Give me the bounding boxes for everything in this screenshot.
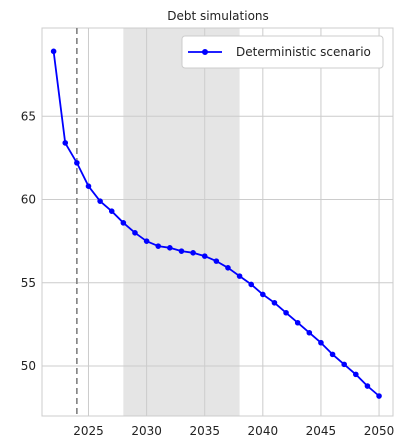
data-point-2028 bbox=[120, 220, 127, 226]
x-tick-label-2050: 2050 bbox=[364, 424, 395, 438]
x-tick-label-2025: 2025 bbox=[73, 424, 104, 438]
legend-label-deterministic: Deterministic scenario bbox=[236, 45, 371, 59]
data-point-2036 bbox=[213, 258, 220, 264]
data-point-2050 bbox=[376, 393, 382, 399]
data-point-2034 bbox=[190, 250, 196, 256]
data-point-2045 bbox=[318, 339, 324, 346]
data-point-2039 bbox=[248, 281, 255, 288]
chart-title: Debt simulations bbox=[167, 9, 269, 23]
x-tick-label-2045: 2045 bbox=[306, 424, 337, 438]
legend: Deterministic scenario bbox=[181, 35, 384, 69]
x-tick-label-2035: 2035 bbox=[189, 424, 220, 438]
data-point-2027 bbox=[108, 208, 115, 214]
data-point-2043 bbox=[294, 319, 301, 326]
data-point-2048 bbox=[353, 371, 359, 378]
data-point-2041 bbox=[271, 299, 278, 306]
data-point-2033 bbox=[178, 248, 185, 254]
data-point-2023 bbox=[62, 140, 69, 146]
plot-frame bbox=[41, 27, 394, 417]
data-point-2025 bbox=[85, 183, 92, 189]
y-tick-label-50: 50 bbox=[21, 359, 36, 373]
data-point-2026 bbox=[97, 198, 103, 204]
data-point-2022 bbox=[50, 48, 57, 55]
data-point-2037 bbox=[225, 264, 231, 271]
legend-marker-swatch bbox=[202, 49, 208, 55]
x-tick-label-2030: 2030 bbox=[131, 424, 162, 438]
data-point-2032 bbox=[167, 245, 173, 251]
data-point-2044 bbox=[306, 329, 313, 336]
shaded-region bbox=[123, 28, 240, 416]
y-tick-label-55: 55 bbox=[21, 276, 36, 290]
data-point-2042 bbox=[283, 309, 289, 316]
x-tick-label-2040: 2040 bbox=[248, 424, 279, 438]
data-point-2031 bbox=[155, 243, 162, 249]
data-point-2046 bbox=[329, 351, 336, 358]
data-point-2047 bbox=[341, 361, 347, 368]
data-point-2029 bbox=[132, 230, 138, 236]
data-point-2040 bbox=[260, 291, 266, 298]
data-point-2030 bbox=[143, 238, 150, 244]
legend-box bbox=[181, 35, 384, 69]
plot-area: 2025 2030 2035 2040 2045 2050 50 55 60 65 bbox=[21, 27, 395, 438]
y-tick-label-60: 60 bbox=[21, 193, 36, 207]
data-point-2024 bbox=[74, 160, 80, 166]
data-point-2049 bbox=[364, 383, 371, 389]
data-point-2038 bbox=[236, 273, 243, 279]
y-tick-label-65: 65 bbox=[21, 109, 36, 123]
data-point-2035 bbox=[201, 253, 208, 259]
